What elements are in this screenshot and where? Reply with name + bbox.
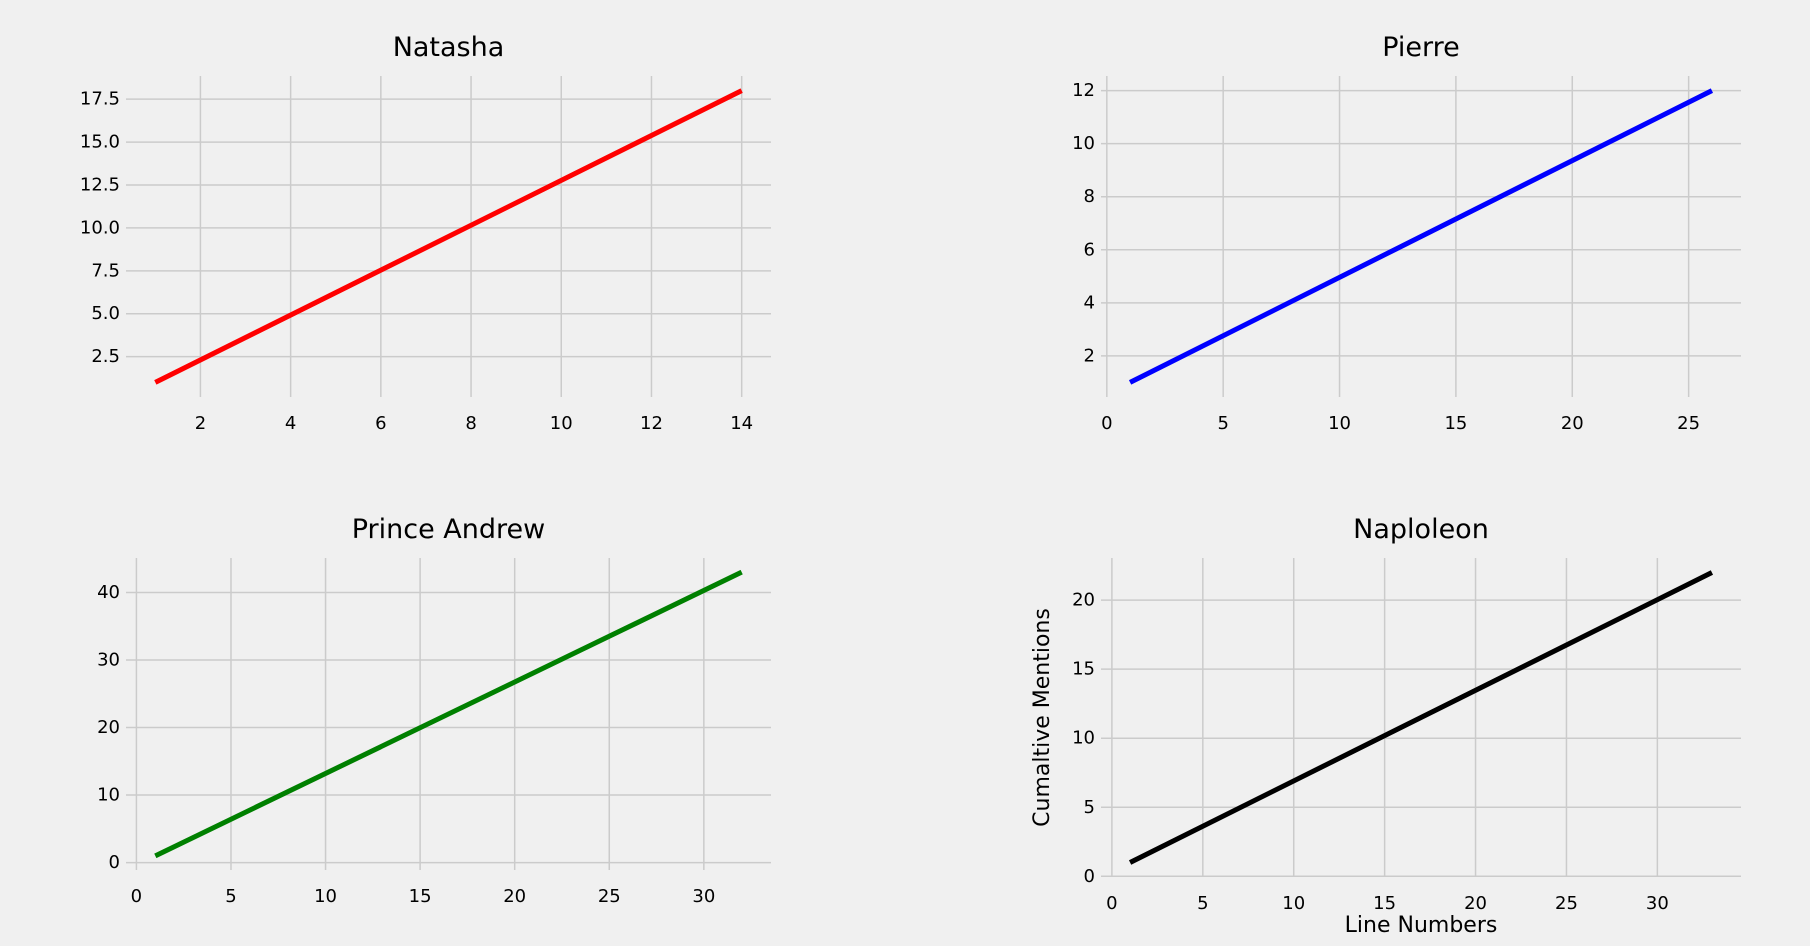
- y-tick-label: 15.0: [80, 132, 120, 153]
- x-tick-label: 0: [131, 886, 142, 907]
- x-tick-label: 10: [1328, 413, 1351, 434]
- x-tick-label: 12: [640, 413, 663, 434]
- x-tick-label: 15: [1373, 893, 1396, 914]
- y-tick-label: 4: [1084, 292, 1095, 313]
- y-tick-label: 6: [1084, 239, 1095, 260]
- chart-title: Pierre: [1382, 32, 1460, 63]
- series-line: [154, 569, 743, 859]
- chart-title: Prince Andrew: [352, 514, 545, 545]
- x-tick-label: 0: [1106, 893, 1117, 914]
- x-tick-label: 20: [1464, 893, 1487, 914]
- chart-panel-1: 0 5 10 15 20 25 2 4 6 8 10 12 Pierre: [1072, 32, 1741, 434]
- x-tick-label: 5: [1217, 413, 1228, 434]
- y-tick-label: 20: [97, 717, 120, 738]
- chart-title: Naploleon: [1353, 514, 1489, 545]
- x-tick-label: 14: [730, 413, 753, 434]
- y-tick-label: 20: [1072, 590, 1095, 611]
- x-tick-label: 10: [550, 413, 573, 434]
- y-tick-label: 0: [1084, 866, 1095, 887]
- y-tick-label: 10: [97, 785, 120, 806]
- x-tick-label: 10: [314, 886, 337, 907]
- y-tick-label: 10: [1072, 728, 1095, 749]
- y-tick-label: 40: [97, 582, 120, 603]
- y-tick-label: 15: [1072, 659, 1095, 680]
- x-tick-label: 30: [1646, 893, 1669, 914]
- x-tick-label: 2: [195, 413, 206, 434]
- x-tick-label: 25: [1677, 413, 1700, 434]
- x-tick-label: 4: [285, 413, 296, 434]
- x-tick-label: 6: [375, 413, 386, 434]
- x-tick-label: 15: [1444, 413, 1467, 434]
- x-axis-label: Line Numbers: [1345, 913, 1498, 938]
- y-axis-label: Cumaltive Mentions: [1030, 608, 1055, 827]
- y-tick-label: 5.0: [91, 303, 120, 324]
- y-tick-label: 12.5: [80, 175, 120, 196]
- x-tick-label: 8: [465, 413, 476, 434]
- y-tick-label: 10: [1072, 133, 1095, 154]
- y-tick-label: 8: [1084, 186, 1095, 207]
- y-tick-label: 5: [1084, 797, 1095, 818]
- y-tick-label: 2.5: [91, 346, 120, 367]
- x-tick-label: 0: [1101, 413, 1112, 434]
- series-line: [1128, 88, 1714, 385]
- y-tick-label: 7.5: [91, 260, 120, 281]
- x-tick-label: 10: [1282, 893, 1305, 914]
- y-tick-label: 10.0: [80, 217, 120, 238]
- series-line: [154, 88, 743, 385]
- x-tick-label: 25: [598, 886, 621, 907]
- chart-panel-3: 0 5 10 15 20 25 30 0 5 10 15 20 Naploleon Line Number…: [1030, 514, 1741, 938]
- chart-title: Natasha: [393, 32, 505, 63]
- y-tick-label: 17.5: [80, 89, 120, 110]
- x-tick-label: 30: [692, 886, 715, 907]
- x-tick-label: 15: [409, 886, 432, 907]
- x-tick-label: 25: [1555, 893, 1578, 914]
- chart-panel-2: 0 5 10 15 20 25 30 0 10 20 30 40 Prince Andrew: [97, 514, 771, 907]
- x-tick-label: 5: [1197, 893, 1208, 914]
- chart-panel-0: 2 4 6 8 10 12 14 2.5 5.0 7.5 10.0 12.5 15.0 17.5 Natas…: [80, 32, 771, 434]
- y-tick-label: 30: [97, 649, 120, 670]
- y-tick-label: 12: [1072, 80, 1095, 101]
- y-tick-label: 0: [109, 852, 120, 873]
- x-tick-label: 20: [503, 886, 526, 907]
- series-line: [1128, 570, 1714, 865]
- x-tick-label: 20: [1561, 413, 1584, 434]
- x-tick-label: 5: [225, 886, 236, 907]
- y-tick-label: 2: [1084, 345, 1095, 366]
